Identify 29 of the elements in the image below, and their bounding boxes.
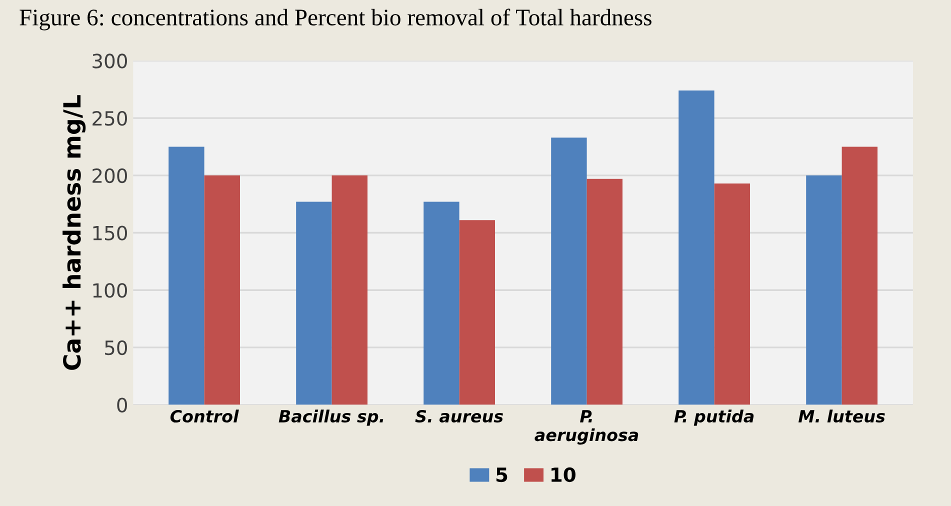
chart-title: Figure 6: concentrations and Percent bio removal of Total hardness bbox=[20, 8, 652, 30]
bar bbox=[459, 220, 495, 405]
y-tick-label: 200 bbox=[92, 168, 127, 184]
x-tick-label: M. luteus bbox=[798, 410, 885, 423]
y-tick-label: 150 bbox=[93, 226, 127, 240]
legend-label: 10 bbox=[552, 467, 576, 482]
y-tick-label: 0 bbox=[117, 398, 127, 412]
y-axis-title: Ca++ hardness mg/L bbox=[62, 95, 86, 370]
bar bbox=[714, 183, 750, 405]
x-tick-label: Control bbox=[170, 410, 239, 423]
y-tick-label: 250 bbox=[92, 111, 127, 126]
y-tick-label: 50 bbox=[105, 340, 127, 356]
bar bbox=[551, 138, 587, 405]
bar bbox=[842, 146, 878, 405]
bar bbox=[806, 175, 842, 405]
bar bbox=[168, 146, 204, 405]
x-tick-label: S. aureus bbox=[415, 410, 503, 423]
legend-label: 5 bbox=[496, 468, 508, 482]
bar bbox=[678, 90, 714, 405]
bar bbox=[332, 175, 368, 405]
y-tick-label: 300 bbox=[92, 54, 127, 68]
x-tick-label: Bacillus sp. bbox=[278, 410, 384, 426]
bar bbox=[424, 202, 460, 405]
x-tick-label: P. putida bbox=[674, 410, 754, 426]
bar bbox=[204, 175, 240, 405]
bar bbox=[586, 178, 623, 405]
y-tick-label: 100 bbox=[93, 283, 127, 298]
x-tick-label: P. aeruginosa bbox=[534, 410, 638, 445]
bar bbox=[296, 202, 332, 405]
